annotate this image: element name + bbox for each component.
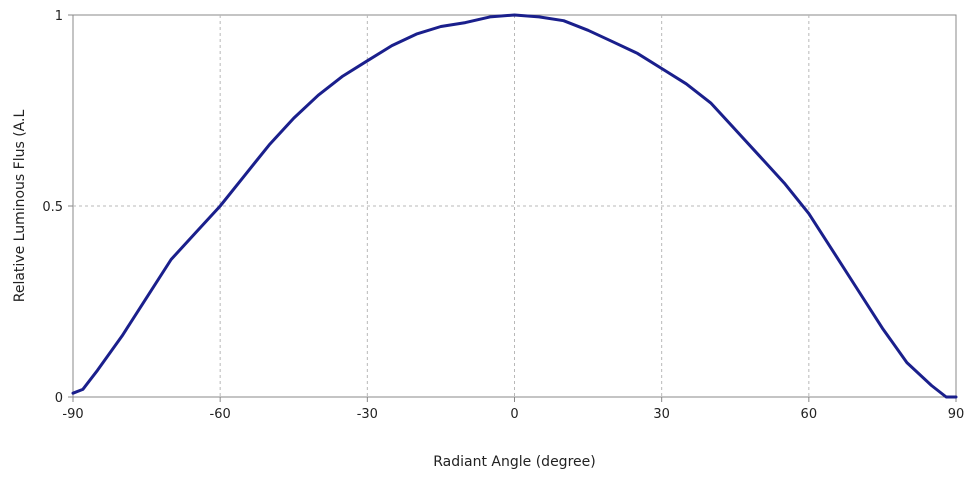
x-tick-label: -90 (62, 407, 83, 422)
y-tick-label: 0.5 (42, 200, 63, 215)
x-tick-label: -30 (357, 407, 378, 422)
x-tick-label: 30 (653, 407, 670, 422)
y-axis: 00.51 (42, 9, 73, 406)
x-tick-label: 0 (510, 407, 518, 422)
y-tick-label: 0 (55, 391, 63, 406)
x-tick-label: 60 (801, 407, 818, 422)
x-axis: -90 -60 -30 0 30 60 90 (62, 397, 964, 422)
grid (73, 15, 956, 397)
series-line (71, 13, 958, 399)
y-axis-title: Relative Luminous Flus (A.L (12, 110, 28, 303)
x-axis-title: Radiant Angle (degree) (433, 454, 595, 470)
y-tick-label: 1 (55, 9, 63, 24)
x-tick-label: -60 (210, 407, 231, 422)
x-tick-label: 90 (948, 407, 965, 422)
